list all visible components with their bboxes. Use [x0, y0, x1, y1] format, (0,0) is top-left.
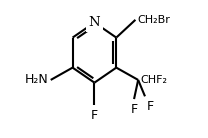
- Text: F: F: [130, 103, 138, 116]
- Text: F: F: [91, 109, 98, 122]
- Text: F: F: [146, 100, 154, 113]
- Text: H₂N: H₂N: [25, 73, 49, 86]
- Text: N: N: [89, 16, 100, 29]
- Text: CHF₂: CHF₂: [140, 75, 167, 85]
- Text: CH₂Br: CH₂Br: [137, 15, 170, 25]
